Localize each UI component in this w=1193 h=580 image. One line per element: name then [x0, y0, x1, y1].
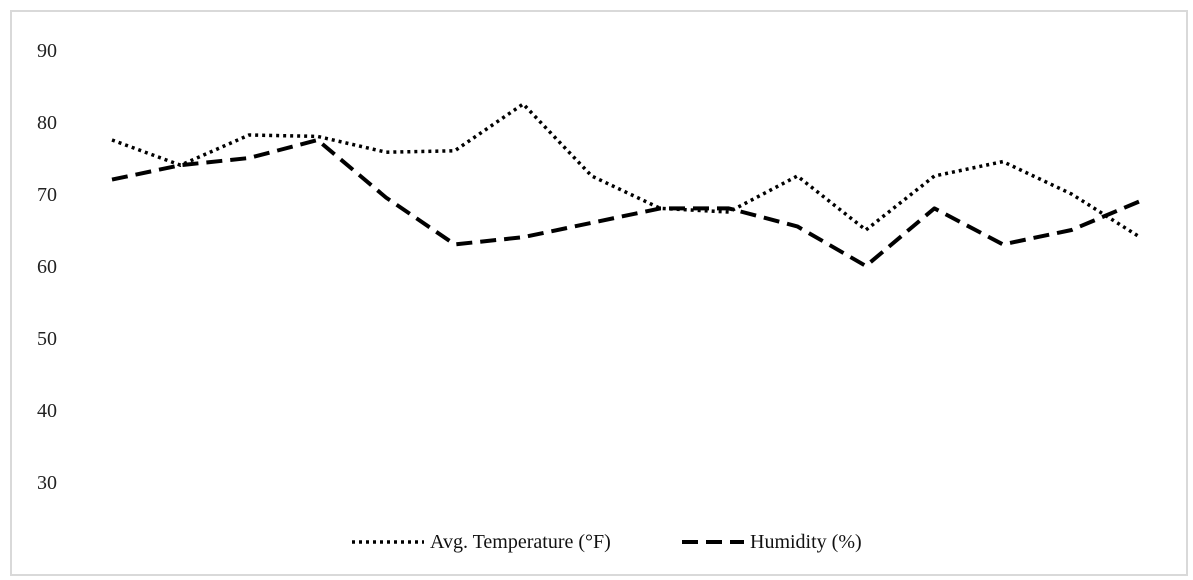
y-tick-label: 90 [37, 40, 57, 62]
y-tick-label: 80 [37, 112, 57, 134]
y-tick-label: 60 [37, 256, 57, 278]
series-layer [111, 102, 1141, 268]
y-tick-label: 30 [37, 472, 57, 494]
line-chart: 30 40 50 60 70 80 90 Avg. Temperature (°F) Humi… [37, 40, 1141, 553]
y-tick-label: 50 [37, 328, 57, 350]
series-line-humidity [111, 138, 1141, 268]
legend: Avg. Temperature (°F) Humidity (%) [352, 531, 862, 553]
series-line-avg-temperature [111, 102, 1141, 239]
legend-label-humidity: Humidity (%) [750, 531, 862, 553]
legend-label-avg-temperature: Avg. Temperature (°F) [430, 531, 611, 553]
y-tick-label: 70 [37, 184, 57, 206]
y-tick-label: 40 [37, 400, 57, 422]
chart-frame: 30 40 50 60 70 80 90 Avg. Temperature (°F) Humi… [10, 10, 1188, 576]
y-axis: 30 40 50 60 70 80 90 [37, 40, 57, 494]
